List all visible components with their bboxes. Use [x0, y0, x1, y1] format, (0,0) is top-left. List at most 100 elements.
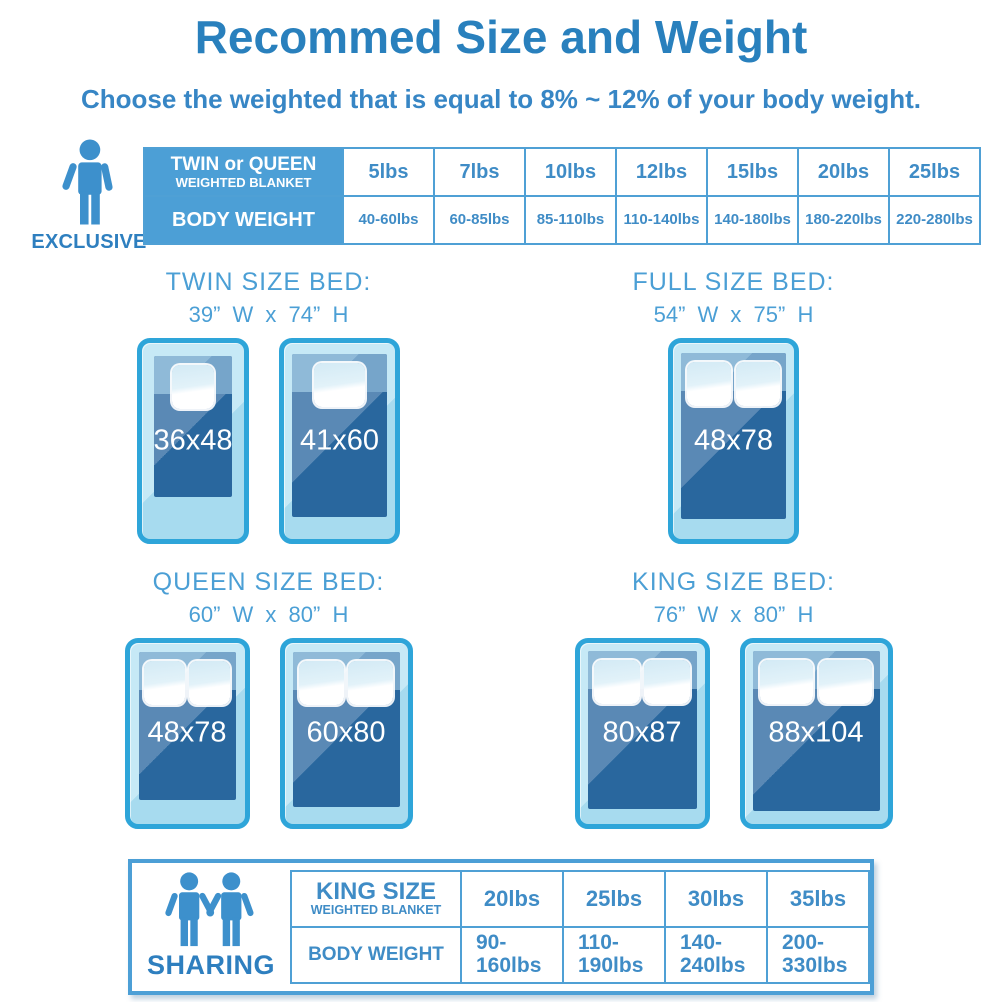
- twin-section-dimensions: 39” W x 74” H: [188, 301, 349, 327]
- pillow-icon: [313, 362, 366, 407]
- page-subtitle: Choose the weighted that is equal to 8% …: [80, 83, 922, 114]
- body-weight-value: 220-280lbs: [896, 211, 973, 229]
- two-people-icon: [165, 872, 254, 947]
- blanket-size-label: 80x87: [602, 716, 682, 749]
- bed-diagram-full: 48x78: [668, 337, 799, 544]
- exclusive-label: EXCLUSIVE: [31, 230, 147, 253]
- full-section-dimensions: 54” W x 75” H: [653, 301, 814, 327]
- blanket-weight-value: 10lbs: [544, 160, 597, 183]
- blanket-weight-cell: 5lbs: [342, 147, 435, 198]
- pillow-icon: [760, 659, 814, 704]
- blanket-graphic: [752, 650, 880, 811]
- body-weight-value-line1: 110-: [578, 930, 619, 954]
- full-size-section: FULL SIZE BED: 54” W x 75” H 48x78: [501, 268, 966, 544]
- body-weight-cell: 140- 240lbs: [664, 925, 768, 984]
- king-section-dimensions: 76” W x 80” H: [653, 601, 814, 627]
- pillow-icon: [687, 361, 732, 406]
- king-size-section: KING SIZE BED: 76” W x 80” H 80x87 88x10…: [501, 568, 966, 829]
- body-weight-cell: 110-140lbs: [615, 195, 708, 246]
- bed-diagram-queen-2: 60x80: [279, 637, 413, 829]
- queen-beds-row: 48x78 60x80: [36, 637, 501, 829]
- header-line2: WEIGHTED BLANKET: [310, 903, 442, 918]
- body-weight-cell: 110- 190lbs: [562, 925, 666, 984]
- blanket-weight-value: 30lbs: [687, 885, 745, 911]
- king-beds-row: 80x87 88x104: [501, 637, 966, 829]
- blanket-weight-value: 15lbs: [726, 160, 779, 183]
- blanket-size-label: 60x80: [306, 716, 386, 749]
- body-weight-cell: 60-85lbs: [433, 195, 526, 246]
- bed-diagram-king-2: 88x104: [739, 637, 893, 829]
- header-body-weight: BODY WEIGHT: [172, 208, 315, 231]
- blanket-graphic: [587, 650, 697, 809]
- body-weight-value: 110-140lbs: [623, 211, 700, 229]
- queen-section-title: QUEEN SIZE BED:: [152, 567, 385, 596]
- blanket-weight-value: 20lbs: [817, 160, 870, 183]
- table-row: BODY WEIGHT 90- 160lbs 110- 190lbs 140- …: [290, 925, 870, 984]
- body-weight-value: 85-110lbs: [536, 211, 605, 229]
- body-weight-cell: 90- 160lbs: [460, 925, 564, 984]
- body-weight-value-line1: 200-: [782, 930, 825, 954]
- sharing-weight-table-section: SHARING KING SIZE WEIGHTED BLANKET 20lbs…: [128, 858, 874, 995]
- full-beds-row: 48x78: [501, 337, 966, 544]
- blanket-header-cell: TWIN or QUEEN WEIGHTED BLANKET: [143, 147, 344, 198]
- page-title: Recommed Size and Weight: [194, 11, 808, 63]
- header-line1: TWIN or QUEEN: [170, 153, 317, 175]
- queen-section-dimensions: 60” W x 80” H: [188, 601, 349, 627]
- pillow-icon: [735, 361, 780, 406]
- blanket-weight-cell: 15lbs: [706, 147, 799, 198]
- blanket-size-label: 41x60: [299, 424, 379, 457]
- body-weight-header-cell: BODY WEIGHT: [290, 925, 462, 984]
- header-line1: KING SIZE: [315, 878, 436, 906]
- bed-diagram-queen-1: 48x78: [124, 637, 250, 829]
- body-weight-value-line2: 240lbs: [680, 953, 746, 977]
- table-row: BODY WEIGHT 40-60lbs 60-85lbs 85-110lbs …: [143, 195, 981, 246]
- blanket-weight-cell: 12lbs: [615, 147, 708, 198]
- blanket-weight-value: 25lbs: [908, 160, 961, 183]
- pillow-icon: [171, 364, 215, 409]
- pillow-icon: [144, 660, 186, 705]
- body-weight-value-line1: 90-: [476, 930, 507, 954]
- blanket-weight-cell: 10lbs: [524, 147, 617, 198]
- blanket-graphic: [292, 651, 400, 807]
- bed-diagram-king-1: 80x87: [574, 637, 710, 829]
- sharing-label: SHARING: [146, 950, 275, 981]
- blanket-graphic: [138, 651, 236, 800]
- bed-diagram-twin-1: 36x48: [137, 337, 249, 544]
- blanket-weight-cell: 30lbs: [664, 869, 768, 928]
- bed-diagram-twin-2: 41x60: [279, 337, 400, 544]
- blanket-weight-value: 20lbs: [483, 885, 541, 911]
- blanket-weight-cell: 20lbs: [460, 869, 564, 928]
- pillow-icon: [644, 659, 690, 704]
- body-weight-value-line2: 330lbs: [782, 953, 848, 977]
- blanket-size-label: 88x104: [768, 716, 864, 749]
- twin-beds-row: 36x48 41x60: [36, 337, 501, 544]
- body-weight-value-line1: 140-: [680, 930, 723, 954]
- queen-size-section: QUEEN SIZE BED: 60” W x 80” H 48x78 60x8…: [36, 568, 501, 829]
- blanket-weight-value: 35lbs: [789, 885, 847, 911]
- sharing-figure-block: SHARING: [132, 872, 290, 981]
- sharing-weight-table: KING SIZE WEIGHTED BLANKET 20lbs 25lbs 3…: [290, 869, 870, 984]
- blanket-weight-cell: 7lbs: [433, 147, 526, 198]
- exclusive-weight-table: TWIN or QUEEN WEIGHTED BLANKET 5lbs 7lbs…: [143, 147, 981, 246]
- twin-section-title: TWIN SIZE BED:: [165, 267, 372, 296]
- king-section-title: KING SIZE BED:: [632, 567, 835, 596]
- blanket-weight-cell: 20lbs: [797, 147, 890, 198]
- exclusive-weight-table-section: EXCLUSIVE TWIN or QUEEN WEIGHTED BLANKET…: [31, 138, 981, 254]
- twin-size-section: TWIN SIZE BED: 39” W x 74” H 36x48 41x60: [36, 268, 501, 544]
- body-weight-value: 40-60lbs: [358, 211, 419, 229]
- blanket-weight-cell: 25lbs: [562, 869, 666, 928]
- blanket-size-label: 48x78: [693, 424, 773, 457]
- header-line2: WEIGHTED BLANKET: [175, 174, 312, 190]
- pillow-icon: [818, 659, 872, 704]
- body-weight-value: 140-180lbs: [714, 211, 791, 229]
- body-weight-cell: 40-60lbs: [342, 195, 435, 246]
- blanket-weight-cell: 25lbs: [888, 147, 981, 198]
- bed-size-sections: TWIN SIZE BED: 39” W x 74” H 36x48 41x60: [36, 268, 966, 829]
- blanket-graphic: [681, 352, 786, 519]
- body-weight-value: 60-85lbs: [449, 211, 510, 229]
- header-body-weight: BODY WEIGHT: [308, 943, 444, 965]
- full-section-title: FULL SIZE BED:: [632, 267, 835, 296]
- body-weight-cell: 140-180lbs: [706, 195, 799, 246]
- body-weight-value-line2: 160lbs: [476, 953, 542, 977]
